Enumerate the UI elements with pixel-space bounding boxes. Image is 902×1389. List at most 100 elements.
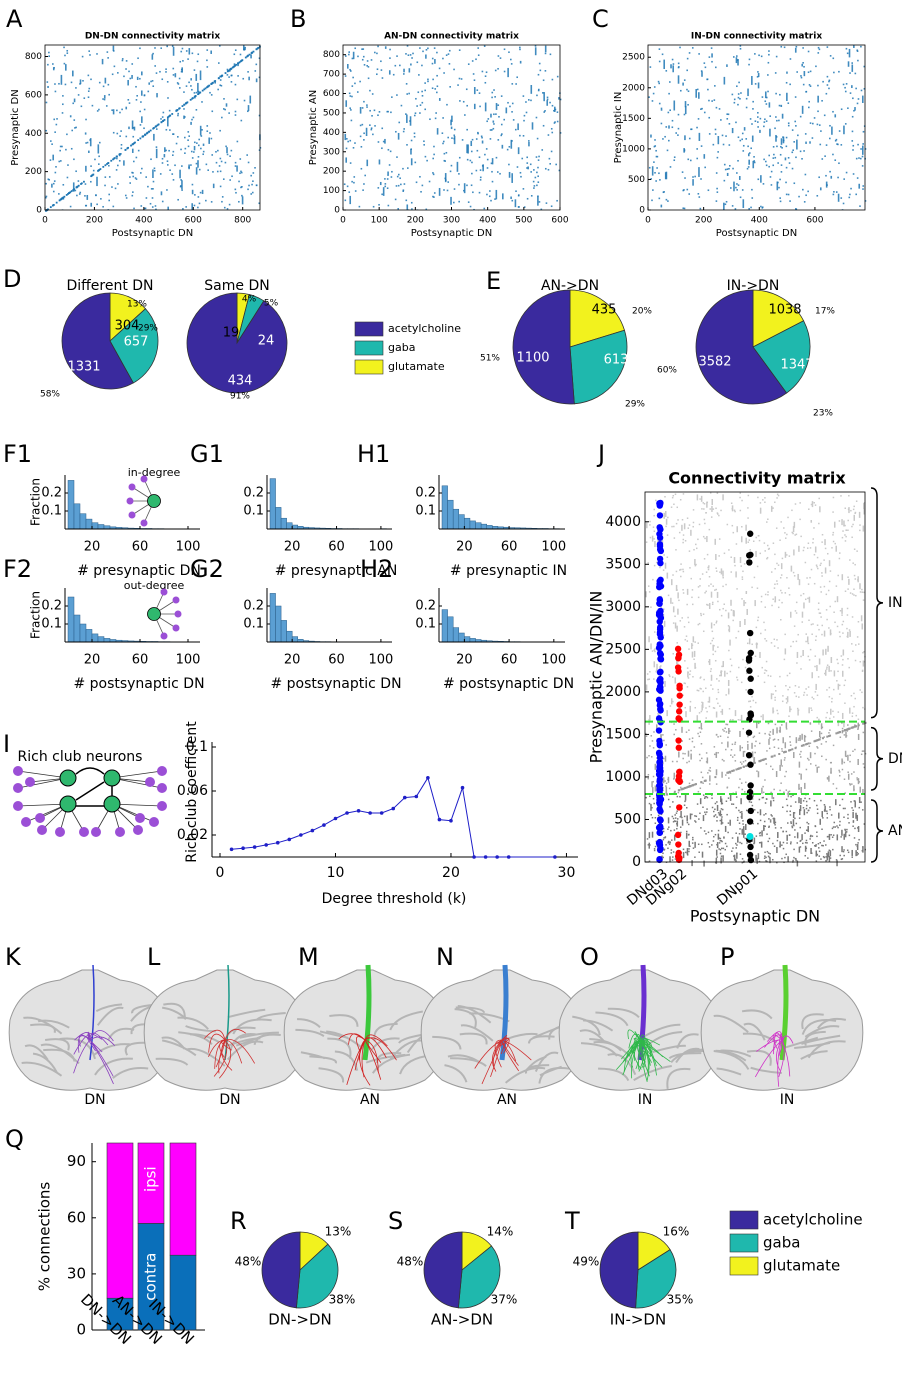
matrix-texture xyxy=(742,831,745,838)
matrix-texture xyxy=(822,649,824,656)
matrix-texture xyxy=(411,57,413,59)
matrix-texture xyxy=(786,696,789,703)
matrix-texture xyxy=(354,190,357,192)
matrix-texture xyxy=(709,642,712,645)
matrix-texture xyxy=(348,191,351,193)
matrix-texture xyxy=(769,819,772,821)
matrix-texture xyxy=(859,529,861,532)
matrix-texture xyxy=(773,645,776,647)
matrix-texture xyxy=(674,622,677,629)
matrix-texture xyxy=(530,85,533,94)
matrix-texture xyxy=(361,58,364,61)
matrix-texture xyxy=(664,680,666,687)
neuron-branch xyxy=(494,1039,503,1068)
matrix-texture xyxy=(752,736,755,739)
matrix-texture xyxy=(848,822,850,824)
matrix-texture xyxy=(864,752,867,755)
matrix-texture xyxy=(848,507,850,514)
matrix-texture xyxy=(116,132,119,135)
matrix-texture xyxy=(739,47,742,50)
highlight-dot xyxy=(657,547,665,555)
matrix-texture xyxy=(815,845,817,847)
matrix-texture xyxy=(848,48,851,58)
matrix-texture xyxy=(90,180,92,183)
matrix-texture xyxy=(425,49,428,51)
matrix-texture xyxy=(757,178,760,181)
highlight-dot xyxy=(656,776,664,783)
matrix-texture xyxy=(495,113,497,115)
matrix-texture xyxy=(205,163,208,166)
matrix-texture xyxy=(855,193,858,196)
matrix-texture xyxy=(698,727,701,729)
matrix-texture xyxy=(811,501,814,508)
matrix-texture xyxy=(846,635,849,638)
matrix-texture xyxy=(739,557,742,564)
matrix-texture xyxy=(711,630,714,633)
matrix-texture xyxy=(140,101,142,103)
matrix-texture xyxy=(429,118,431,121)
matrix-texture xyxy=(680,563,682,565)
matrix-texture xyxy=(726,845,728,848)
highlight-dot xyxy=(656,805,663,813)
matrix-texture xyxy=(145,197,148,199)
matrix-texture xyxy=(807,71,810,74)
matrix-texture xyxy=(708,585,710,587)
matrix-texture xyxy=(683,682,686,684)
matrix-texture xyxy=(523,206,526,208)
matrix-texture xyxy=(659,179,661,181)
matrix-texture xyxy=(833,521,836,528)
matrix-texture xyxy=(720,509,722,512)
matrix-texture xyxy=(191,189,194,195)
matrix-texture xyxy=(781,557,784,560)
matrix-texture xyxy=(416,61,419,64)
matrix-texture xyxy=(372,205,375,208)
matrix-texture xyxy=(234,114,237,116)
matrix-texture xyxy=(52,182,55,185)
matrix-texture xyxy=(849,760,851,763)
matrix-texture xyxy=(752,822,754,825)
highlight-dot xyxy=(656,855,663,863)
matrix-texture xyxy=(841,730,844,733)
matrix-texture xyxy=(750,801,753,804)
matrix-texture xyxy=(694,564,697,567)
matrix-texture xyxy=(856,636,859,638)
matrix-texture xyxy=(489,138,492,140)
matrix-texture xyxy=(63,46,65,49)
matrix-texture xyxy=(694,706,697,709)
x-axis-label: # presynaptic IN xyxy=(450,563,567,579)
matrix-texture xyxy=(823,856,826,859)
matrix-texture xyxy=(135,85,137,88)
matrix-texture xyxy=(354,47,357,50)
matrix-texture xyxy=(663,513,666,515)
matrix-texture xyxy=(696,157,699,160)
vnc-shading xyxy=(524,1055,547,1073)
matrix-texture xyxy=(853,692,855,695)
matrix-texture xyxy=(494,96,496,98)
matrix-texture xyxy=(89,138,92,147)
matrix-texture xyxy=(410,63,412,66)
legend-swatch xyxy=(729,1210,759,1230)
matrix-texture xyxy=(730,749,733,751)
x-tick-label: 20 xyxy=(84,653,101,668)
matrix-texture xyxy=(825,859,827,862)
matrix-texture xyxy=(849,630,851,637)
matrix-texture xyxy=(856,778,859,781)
matrix-texture xyxy=(456,161,459,172)
matrix-texture xyxy=(471,60,474,62)
neuron-branch xyxy=(364,1034,388,1047)
matrix-texture xyxy=(694,662,696,669)
matrix-texture xyxy=(232,65,235,68)
matrix-texture xyxy=(679,816,682,818)
matrix-texture xyxy=(112,205,115,208)
matrix-texture xyxy=(481,140,484,144)
matrix-texture xyxy=(169,129,171,131)
matrix-texture xyxy=(676,658,678,665)
matrix-texture xyxy=(734,510,736,513)
matrix-texture xyxy=(485,71,488,74)
matrix-texture xyxy=(508,171,511,178)
vnc-shading xyxy=(801,1019,837,1035)
matrix-texture xyxy=(745,689,747,691)
matrix-texture xyxy=(806,742,809,745)
highlight-dot xyxy=(656,524,663,531)
count-label: 1038 xyxy=(768,303,801,318)
